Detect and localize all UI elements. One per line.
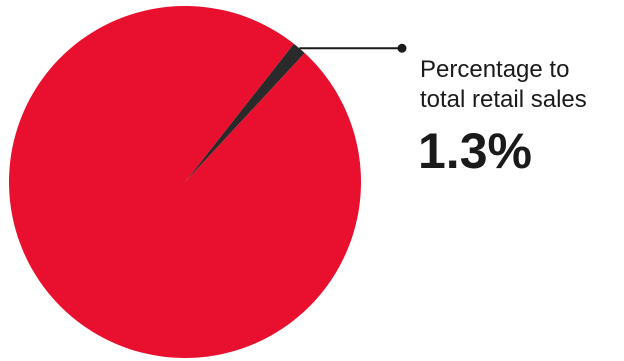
pie-slices — [9, 6, 362, 359]
leader-dot — [397, 43, 407, 53]
annotation-value: 1.3% — [418, 123, 532, 179]
annotation-leader — [299, 43, 407, 53]
pie-slice-retail-share — [185, 43, 305, 183]
annotation-label-line-1: Percentage to — [420, 56, 570, 83]
pie-slice-remainder — [9, 6, 362, 359]
annotation-label-line-2: total retail sales — [420, 86, 587, 113]
